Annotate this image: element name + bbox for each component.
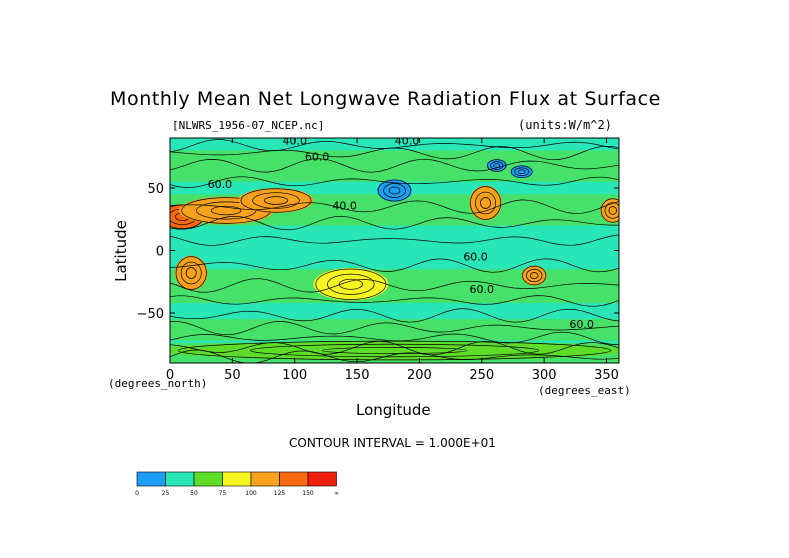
contour-interval-label: CONTOUR INTERVAL = 1.000E+01 — [289, 436, 496, 450]
colorbar-swatch — [193, 471, 223, 487]
contour-line — [170, 176, 619, 188]
contour-line — [170, 234, 619, 246]
heatmap-region — [238, 188, 314, 213]
contour-line — [529, 272, 539, 279]
contour-line — [490, 161, 504, 170]
colorbar-tick-label: 150 — [302, 490, 314, 497]
contour-line — [604, 202, 619, 219]
contour-line — [388, 186, 401, 195]
y-tick-label: 0 — [156, 245, 164, 260]
x-tick-label: 100 — [282, 368, 307, 383]
contour-line — [170, 139, 619, 153]
colorbar-swatch — [136, 471, 166, 487]
contour-line — [510, 165, 533, 178]
contour-label: 40.0 — [332, 199, 357, 212]
colorbar-tick-label: 100 — [245, 490, 257, 497]
colorbar-swatch — [165, 471, 195, 487]
contour-line — [170, 199, 619, 214]
contour-label: 60.0 — [463, 251, 488, 264]
contour-line — [322, 347, 467, 354]
contour-line — [175, 256, 207, 290]
contour-line — [522, 265, 547, 286]
y-tick-label: −50 — [137, 307, 164, 322]
contour-line — [210, 205, 242, 216]
contour-line — [249, 343, 540, 358]
contour-line — [170, 349, 619, 363]
heatmap-region — [174, 255, 208, 291]
contour-label: 60.0 — [569, 318, 594, 331]
contour-line — [170, 340, 619, 356]
x-axis-label: Longitude — [356, 401, 431, 419]
colorbar-tick-label: ∞ — [334, 490, 339, 497]
colorbar-tick-label: 25 — [162, 490, 170, 497]
contour-line — [185, 267, 197, 279]
heatmap-region — [377, 179, 412, 202]
contour-line — [480, 197, 491, 209]
chart-subtitle: [NLWRS_1956-07_NCEP.nc] — [172, 119, 325, 132]
contour-line — [252, 192, 300, 209]
contour-line — [170, 215, 619, 231]
contour-line — [526, 268, 543, 283]
colorbar-swatch — [250, 471, 280, 487]
colorbar-swatch — [222, 471, 252, 487]
contour-line — [514, 167, 530, 177]
contour-line — [170, 158, 619, 173]
contour-line — [493, 163, 501, 168]
contour-label: 60.0 — [305, 151, 330, 164]
heatmap-band — [170, 319, 619, 341]
contour-label: 60.0 — [208, 178, 233, 191]
x-axis-units: (degrees_east) — [538, 384, 631, 397]
contour-line — [170, 320, 619, 336]
chart-title: Monthly Mean Net Longwave Radiation Flux… — [110, 88, 661, 110]
units-label: (units:W/m^2) — [518, 118, 612, 132]
heatmap-region — [170, 340, 619, 361]
x-tick-label: 200 — [407, 368, 432, 383]
colorbar-tick-label: 0 — [135, 490, 139, 497]
colorbar-swatch — [279, 471, 309, 487]
contour-line — [608, 206, 618, 215]
contour-label: 40.0 — [395, 134, 420, 147]
contour-line — [263, 196, 289, 205]
x-tick-label: 0 — [166, 368, 174, 383]
x-tick-label: 50 — [224, 368, 241, 383]
heatmap-region — [521, 265, 547, 286]
contour-line — [383, 183, 406, 198]
x-tick-label: 250 — [469, 368, 494, 383]
contour-line — [517, 169, 526, 175]
colorbar-tick-label: 75 — [219, 490, 227, 497]
contour-line — [600, 198, 619, 223]
heatmap-region — [486, 159, 507, 172]
contour-line — [170, 258, 619, 273]
x-tick-label: 350 — [594, 368, 619, 383]
heatmap-region — [600, 198, 619, 223]
contour-line — [377, 179, 412, 202]
colorbar-tick-label: 125 — [274, 490, 286, 497]
contour-line — [338, 278, 363, 290]
x-tick-label: 150 — [345, 368, 370, 383]
colorbar-tick-label: 50 — [190, 490, 198, 497]
contour-line — [170, 331, 619, 345]
x-tick-label: 300 — [532, 368, 557, 383]
heatmap-region — [469, 185, 502, 221]
heatmap-region — [510, 165, 533, 178]
contour-line — [327, 273, 375, 295]
contour-line — [240, 188, 312, 213]
y-axis-units: (degrees_north) — [108, 377, 208, 390]
heatmap-region — [313, 268, 389, 301]
contour-line — [170, 295, 619, 307]
contour-line — [170, 308, 619, 323]
contour-line — [475, 191, 497, 215]
colorbar-swatch — [307, 471, 337, 487]
contour-line — [469, 186, 502, 220]
contour-line — [180, 261, 202, 285]
contour-line — [170, 278, 619, 293]
contour-label: 60.0 — [470, 283, 495, 296]
y-tick-label: 50 — [147, 182, 164, 197]
